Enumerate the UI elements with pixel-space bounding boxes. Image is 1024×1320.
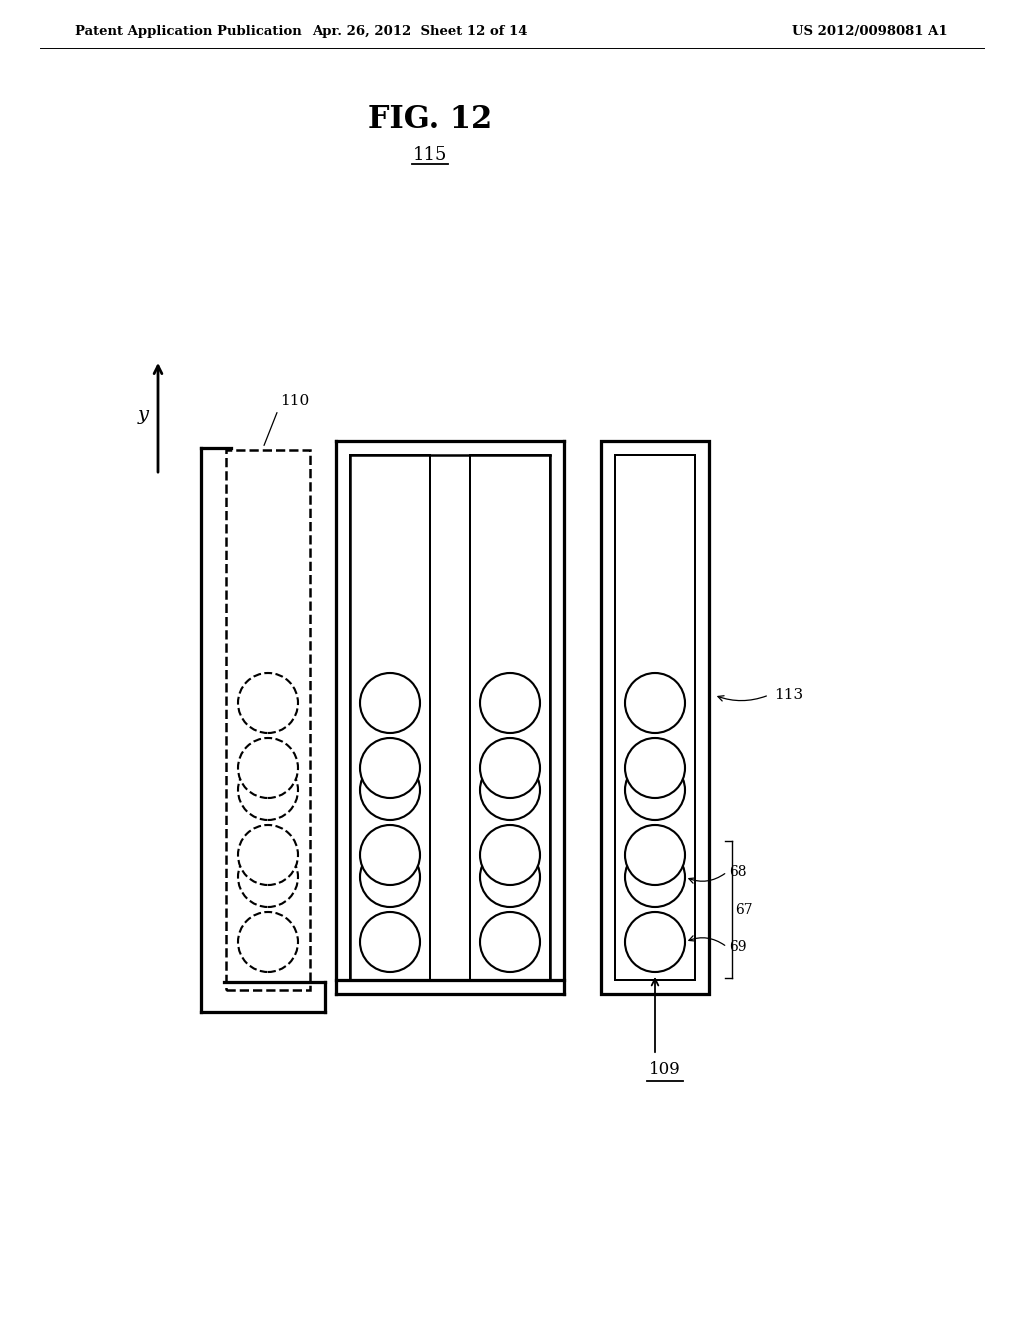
Text: Patent Application Publication: Patent Application Publication (75, 25, 302, 38)
Circle shape (360, 825, 420, 884)
Text: 115: 115 (413, 147, 447, 164)
Circle shape (480, 825, 540, 884)
Bar (226, 450, 310, 990)
Circle shape (480, 673, 540, 733)
Circle shape (480, 847, 540, 907)
Circle shape (625, 760, 685, 820)
Circle shape (625, 825, 685, 884)
Bar (615, 455, 695, 979)
Text: y: y (137, 407, 148, 424)
Circle shape (360, 912, 420, 972)
Circle shape (625, 847, 685, 907)
Bar (601, 441, 709, 994)
Text: Apr. 26, 2012  Sheet 12 of 14: Apr. 26, 2012 Sheet 12 of 14 (312, 25, 527, 38)
Bar (350, 455, 430, 979)
Circle shape (625, 912, 685, 972)
Circle shape (625, 673, 685, 733)
Circle shape (480, 760, 540, 820)
Text: 113: 113 (774, 688, 803, 702)
Circle shape (360, 760, 420, 820)
Circle shape (625, 738, 685, 799)
Text: US 2012/0098081 A1: US 2012/0098081 A1 (793, 25, 948, 38)
Circle shape (238, 760, 298, 820)
Text: 109: 109 (649, 1061, 681, 1078)
Text: 69: 69 (729, 940, 746, 954)
Circle shape (480, 912, 540, 972)
Bar (470, 455, 550, 979)
Circle shape (238, 673, 298, 733)
Circle shape (238, 847, 298, 907)
Text: 68: 68 (729, 865, 746, 879)
Text: FIG. 12: FIG. 12 (368, 104, 493, 136)
Text: 110: 110 (280, 393, 309, 408)
Circle shape (238, 912, 298, 972)
Text: 67: 67 (735, 903, 753, 916)
Circle shape (360, 673, 420, 733)
Circle shape (480, 738, 540, 799)
Circle shape (238, 825, 298, 884)
Circle shape (360, 847, 420, 907)
Circle shape (360, 738, 420, 799)
Circle shape (238, 738, 298, 799)
